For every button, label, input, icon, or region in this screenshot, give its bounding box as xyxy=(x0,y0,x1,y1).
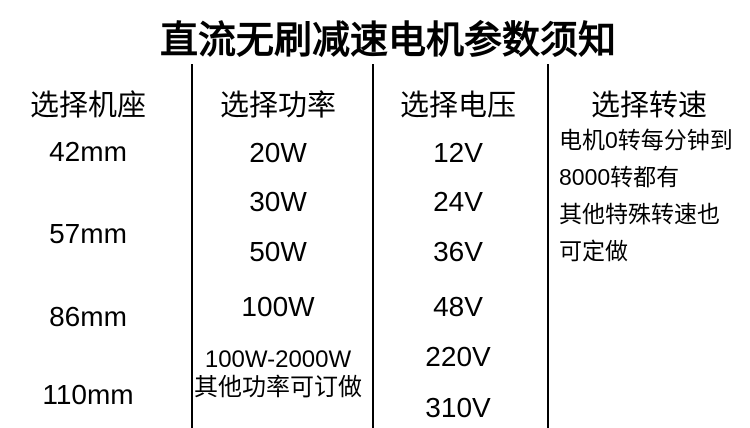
power-custom-note: 其他功率可订做 xyxy=(194,374,362,401)
column-header-voltage: 选择电压 xyxy=(399,90,516,122)
speed-note-line: 8000转都有 xyxy=(559,164,680,190)
speed-notes: 电机0转每分钟到 8000转都有 其他特殊转速也 可定做 xyxy=(559,122,749,270)
speed-note-line: 可定做 xyxy=(559,238,628,264)
page-title: 直流无刷减速电机参数须知 xyxy=(159,20,616,62)
speed-note-line: 其他特殊转速也 xyxy=(559,201,720,227)
voltage-value: 48V xyxy=(433,291,483,322)
column-header-power: 选择功率 xyxy=(219,90,336,122)
voltage-value: 36V xyxy=(433,236,483,267)
power-value: 20W xyxy=(249,137,307,168)
power-value: 30W xyxy=(249,186,307,217)
frame-size-value: 86mm xyxy=(49,301,127,332)
column-header-frame: 选择机座 xyxy=(29,90,146,122)
column-divider xyxy=(547,64,549,428)
voltage-value: 220V xyxy=(425,341,491,372)
frame-size-value: 42mm xyxy=(49,136,127,167)
frame-size-value: 110mm xyxy=(42,379,134,410)
voltage-value: 310V xyxy=(425,392,491,423)
power-value: 100W xyxy=(241,291,315,322)
frame-size-value: 57mm xyxy=(49,218,127,249)
power-range-value: 100W-2000W xyxy=(204,346,352,373)
column-divider xyxy=(372,64,374,428)
speed-note-line: 电机0转每分钟到 xyxy=(559,127,733,153)
voltage-value: 24V xyxy=(433,186,483,217)
power-value: 50W xyxy=(249,236,307,267)
column-header-speed: 选择转速 xyxy=(590,90,707,122)
voltage-value: 12V xyxy=(433,137,483,168)
column-divider xyxy=(191,64,193,428)
